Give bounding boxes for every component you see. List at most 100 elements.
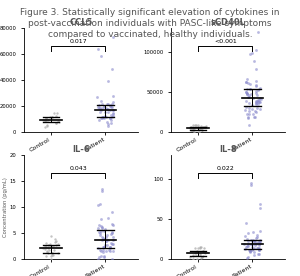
Point [251, 112, 256, 116]
Point [109, 118, 114, 122]
Point [100, 115, 105, 119]
Point [100, 187, 104, 191]
Point [257, 239, 262, 243]
Point [244, 91, 249, 95]
Point [52, 248, 56, 252]
Point [248, 248, 253, 252]
Point [242, 242, 247, 246]
Point [201, 249, 206, 253]
Point [255, 235, 260, 240]
Point [108, 104, 112, 108]
Point [54, 111, 59, 116]
Point [248, 92, 253, 96]
Point [200, 128, 204, 133]
Point [248, 82, 252, 87]
Point [245, 237, 250, 241]
Point [103, 243, 107, 247]
Point [247, 247, 251, 252]
Point [191, 127, 196, 132]
Point [257, 205, 262, 210]
Point [246, 101, 251, 106]
Point [257, 246, 262, 250]
Point [252, 239, 256, 244]
Point [194, 253, 199, 257]
Y-axis label: Concentration (pg/mL): Concentration (pg/mL) [3, 177, 8, 237]
Point [95, 104, 100, 109]
Point [243, 90, 248, 94]
Point [45, 118, 50, 122]
Point [101, 250, 106, 255]
Point [110, 222, 114, 226]
Point [200, 254, 205, 259]
Point [111, 108, 116, 112]
Point [253, 79, 258, 83]
Point [197, 245, 202, 250]
Point [245, 242, 250, 246]
Point [251, 245, 256, 250]
Point [254, 84, 258, 88]
Point [253, 108, 258, 113]
Point [248, 249, 252, 253]
Point [254, 100, 259, 104]
Point [254, 110, 258, 115]
Point [100, 245, 105, 249]
Point [105, 102, 110, 106]
Point [190, 128, 195, 132]
Point [101, 245, 106, 249]
Point [197, 129, 202, 134]
Point [244, 99, 248, 104]
Point [109, 257, 114, 262]
Point [197, 246, 202, 250]
Point [246, 114, 250, 119]
Point [248, 183, 253, 187]
Point [108, 245, 113, 250]
Point [256, 240, 260, 244]
Point [258, 229, 262, 233]
Point [191, 253, 196, 258]
Point [199, 245, 203, 250]
Point [252, 250, 257, 254]
Point [54, 114, 59, 119]
Point [249, 239, 254, 244]
Point [246, 230, 251, 235]
Point [247, 94, 252, 99]
Point [99, 248, 103, 253]
Point [245, 92, 250, 96]
Point [53, 239, 58, 244]
Point [96, 257, 101, 262]
Point [199, 124, 204, 129]
Point [257, 87, 262, 91]
Point [203, 251, 208, 256]
Point [41, 245, 46, 250]
Point [109, 113, 114, 118]
Point [100, 236, 105, 240]
Point [253, 242, 258, 246]
Point [197, 127, 202, 131]
Point [43, 244, 47, 249]
Point [258, 202, 262, 206]
Point [97, 223, 101, 227]
Point [50, 250, 55, 255]
Point [108, 244, 112, 249]
Point [189, 128, 194, 132]
Text: 0.022: 0.022 [216, 166, 234, 171]
Point [254, 246, 259, 250]
Point [45, 123, 50, 127]
Point [95, 47, 100, 51]
Point [201, 254, 206, 258]
Point [111, 112, 116, 116]
Point [244, 76, 249, 81]
Point [95, 95, 100, 100]
Point [103, 227, 108, 231]
Point [104, 235, 109, 239]
Point [188, 125, 193, 129]
Point [43, 118, 47, 123]
Point [256, 100, 261, 104]
Point [105, 78, 110, 83]
Point [43, 119, 48, 123]
Point [106, 121, 110, 126]
Point [246, 81, 250, 86]
Point [247, 105, 252, 110]
Point [108, 121, 113, 125]
Point [250, 230, 255, 234]
